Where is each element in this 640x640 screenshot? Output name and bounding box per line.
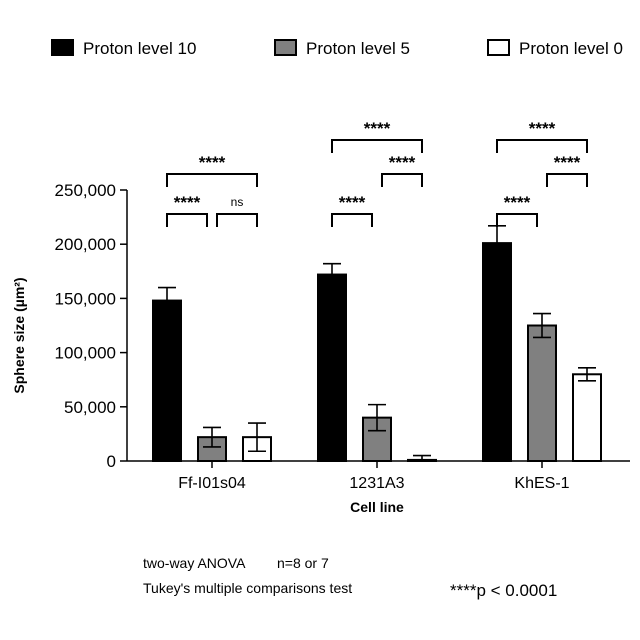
significance-bracket xyxy=(217,214,257,227)
legend-label: Proton level 0 xyxy=(519,39,623,58)
y-tick-label: 100,000 xyxy=(55,344,116,363)
bar xyxy=(528,326,556,462)
significance-label: **** xyxy=(199,153,226,172)
bar xyxy=(153,301,181,461)
significance-bracket xyxy=(167,174,257,187)
y-tick-label: 0 xyxy=(107,452,116,471)
significance-bracket xyxy=(547,174,587,187)
x-tick-label: Ff-I01s04 xyxy=(178,475,246,492)
bar xyxy=(483,243,511,461)
significance-label: **** xyxy=(554,153,581,172)
x-tick-label: 1231A3 xyxy=(349,475,404,492)
x-axis-title: Cell line xyxy=(350,499,404,515)
significance-label: **** xyxy=(339,193,366,212)
legend-swatch xyxy=(275,40,296,55)
n-note: n=8 or 7 xyxy=(277,555,329,571)
significance-bracket xyxy=(382,174,422,187)
legend-swatch xyxy=(488,40,509,55)
legend-swatch xyxy=(52,40,73,55)
significance-label: **** xyxy=(174,193,201,212)
significance-label: **** xyxy=(529,119,556,138)
significance-label: ns xyxy=(231,195,244,209)
pvalue-note: ****p < 0.0001 xyxy=(450,581,557,601)
bar xyxy=(573,374,601,461)
y-tick-label: 200,000 xyxy=(55,235,116,254)
anova-note: two-way ANOVA xyxy=(143,555,245,571)
significance-bracket xyxy=(497,140,587,153)
bar xyxy=(318,275,346,461)
y-axis-title: Sphere size (µm²) xyxy=(11,277,27,393)
y-tick-label: 150,000 xyxy=(55,289,116,308)
significance-label: **** xyxy=(364,119,391,138)
legend-label: Proton level 5 xyxy=(306,39,410,58)
significance-bracket xyxy=(167,214,207,227)
legend-label: Proton level 10 xyxy=(83,39,196,58)
significance-bracket xyxy=(332,140,422,153)
significance-label: **** xyxy=(504,193,531,212)
significance-label: **** xyxy=(389,153,416,172)
significance-bracket xyxy=(332,214,372,227)
x-tick-label: KhES-1 xyxy=(514,475,569,492)
tukey-note: Tukey's multiple comparisons test xyxy=(143,580,352,596)
y-tick-label: 250,000 xyxy=(55,181,116,200)
y-tick-label: 50,000 xyxy=(64,398,116,417)
